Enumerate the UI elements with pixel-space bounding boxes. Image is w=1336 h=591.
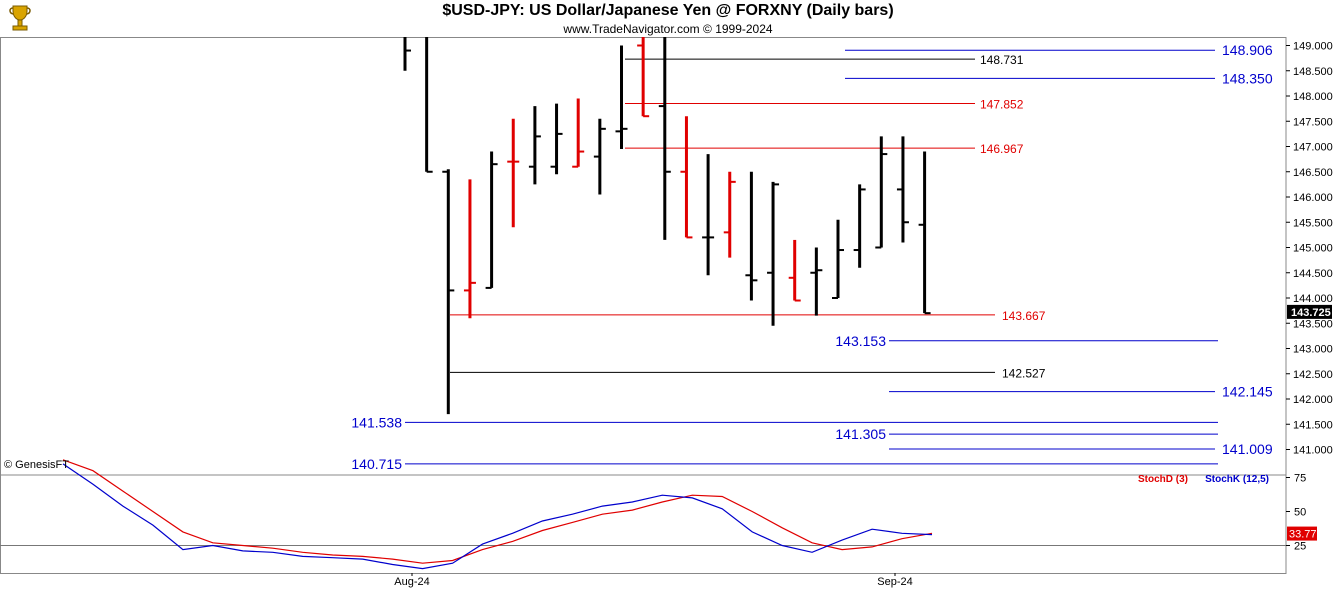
- stochastic-panel: StochD (3) StochK (12,5): [0, 459, 1286, 570]
- price-level-label: 143.153: [835, 333, 886, 349]
- ohlc-bar: [485, 151, 498, 289]
- price-level-label: 142.145: [1222, 384, 1273, 400]
- price-level-label: 148.350: [1222, 70, 1273, 86]
- price-level-label: 141.009: [1222, 441, 1273, 457]
- ohlc-bar: [896, 136, 909, 243]
- ohlc-bar: [442, 169, 455, 415]
- ohlc-bar: [550, 103, 563, 175]
- copyright-label: © GenesisFT: [4, 459, 69, 471]
- price-level-label: 147.852: [980, 97, 1024, 111]
- price-tick-label: 143.000: [1293, 344, 1333, 356]
- last-price-label: 143.725: [1291, 307, 1331, 319]
- stoch-last-badge: [1287, 526, 1317, 541]
- ohlc-bar: [528, 106, 541, 185]
- price-tick-label: 144.500: [1293, 268, 1333, 280]
- price-level-label: 141.305: [835, 426, 886, 442]
- price-tick-label: 145.000: [1293, 243, 1333, 255]
- chart-title: $USD-JPY: US Dollar/Japanese Yen @ FORXN…: [442, 2, 894, 19]
- price-axis: 149.000 148.500 148.000 147.500 147.000 146.5…: [1286, 41, 1333, 457]
- price-bars: [403, 37, 931, 415]
- stoch-series-line: [62, 463, 933, 570]
- price-tick-label: 142.000: [1293, 394, 1333, 406]
- ohlc-bar: [658, 37, 671, 240]
- price-tick-label: 141.000: [1293, 445, 1333, 457]
- price-level-label: 140.715: [351, 456, 402, 472]
- ohlc-bar: [875, 136, 888, 249]
- price-level-label: 148.906: [1222, 42, 1273, 58]
- price-tick-label: 146.000: [1293, 192, 1333, 204]
- legend-stochk: StochK (12,5): [1205, 474, 1269, 485]
- price-tick-label: 141.500: [1293, 419, 1333, 431]
- ohlc-bar: [507, 118, 520, 228]
- stoch-tick-label: 75: [1294, 473, 1306, 485]
- stoch-tick-label: 50: [1294, 507, 1306, 519]
- price-level-label: 141.538: [351, 414, 402, 430]
- price-tick-label: 145.500: [1293, 217, 1333, 229]
- price-level-label: 146.967: [980, 142, 1024, 156]
- ohlc-bar: [853, 184, 866, 268]
- price-tick-label: 148.500: [1293, 66, 1333, 78]
- price-tick-label: 147.500: [1293, 116, 1333, 128]
- stoch-series-line: [62, 459, 933, 564]
- ohlc-bar: [425, 37, 433, 173]
- stoch-last-label: 33.77: [1289, 529, 1317, 541]
- last-price-badge: [1287, 304, 1332, 319]
- ohlc-bar: [463, 179, 476, 319]
- ohlc-bar: [832, 219, 844, 299]
- price-tick-label: 146.500: [1293, 167, 1333, 179]
- price-tick-label: 147.000: [1293, 142, 1333, 154]
- x-tick-label: Aug-24: [394, 576, 429, 588]
- stoch-tick-label: 25: [1294, 541, 1306, 553]
- ohlc-bar: [745, 171, 758, 301]
- x-tick-label: Sep-24: [877, 576, 912, 588]
- price-tick-label: 144.000: [1293, 293, 1333, 305]
- ohlc-bar: [593, 118, 606, 195]
- chart-header: $USD-JPY: US Dollar/Japanese Yen @ FORXN…: [0, 0, 1336, 37]
- ohlc-bar: [680, 116, 693, 239]
- ohlc-bar: [572, 98, 585, 168]
- ohlc-bar: [702, 154, 715, 276]
- ohlc-bar: [918, 151, 931, 315]
- ohlc-bar: [637, 37, 650, 118]
- price-level-label: 142.527: [1002, 366, 1046, 380]
- price-tick-label: 143.500: [1293, 318, 1333, 330]
- price-tick-label: 148.000: [1293, 91, 1333, 103]
- price-level-label: 143.667: [1002, 309, 1046, 323]
- price-level-label: 148.731: [980, 53, 1024, 67]
- ohlc-bar: [810, 247, 823, 316]
- price-levels: 148.906 148.731 148.350 147.852 146.967 143.6…: [351, 42, 1272, 472]
- price-tick-label: 142.500: [1293, 369, 1333, 381]
- chart-subtitle: www.TradeNavigator.com © 1999-2024: [563, 22, 773, 36]
- legend-stochd: StochD (3): [1138, 474, 1188, 485]
- ohlc-bar: [767, 181, 780, 326]
- ohlc-bar: [788, 239, 801, 302]
- trophy-icon: [9, 5, 31, 31]
- chart-frame: [0, 37, 1287, 574]
- ohlc-bar: [615, 45, 628, 150]
- ohlc-bar: [403, 37, 411, 71]
- ohlc-bar: [723, 171, 736, 258]
- plot-border: [0, 37, 1287, 574]
- price-tick-label: 149.000: [1293, 41, 1333, 53]
